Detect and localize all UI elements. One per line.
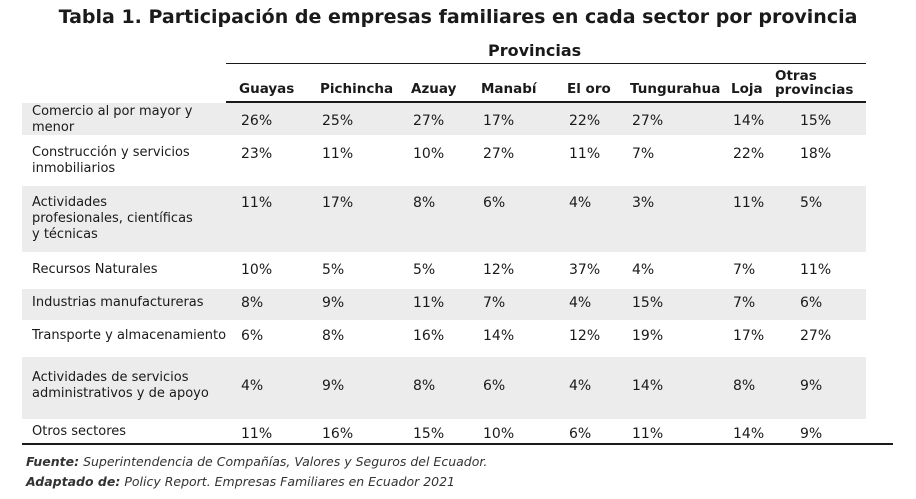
header-bottom-rule [226,101,866,103]
row-label: Transporte y almacenamiento [32,328,227,343]
table-cell: 3% [632,195,655,211]
table-cell: 4% [569,295,592,311]
row-label: Construcción y servicios inmobiliarios [32,145,190,176]
table-cell: 37% [569,262,601,278]
table-cell: 11% [322,146,354,162]
table-cell: 8% [413,378,436,394]
table-cell: 7% [733,295,756,311]
table-cell: 10% [413,146,445,162]
table-cell: 7% [483,295,506,311]
table-cell: 6% [241,328,264,344]
table-cell: 10% [241,262,273,278]
adapted-note: Adaptado de: Policy Report. Empresas Fam… [26,474,455,489]
table-cell: 4% [241,378,264,394]
table-cell: 10% [483,426,515,442]
table-cell: 6% [800,295,823,311]
table-cell: 25% [322,113,354,129]
column-header: Azuay [411,81,457,97]
table-cell: 6% [569,426,592,442]
table-cell: 4% [569,195,592,211]
table-cell: 9% [800,426,823,442]
table-cell: 8% [241,295,264,311]
column-header: Manabí [481,81,537,97]
table-cell: 11% [632,426,664,442]
table-cell: 11% [569,146,601,162]
row-label: Otros sectores [32,424,127,439]
table-bottom-rule [22,443,893,445]
table-cell: 17% [322,195,354,211]
column-group-header: Provincias [488,41,582,60]
row-label: Industrias manufactureras [32,295,204,310]
table-cell: 9% [800,378,823,394]
table-cell: 26% [241,113,273,129]
table-cell: 14% [733,113,765,129]
table-cell: 15% [800,113,832,129]
table-cell: 27% [800,328,832,344]
table-cell: 19% [632,328,664,344]
table-cell: 9% [322,378,345,394]
table-cell: 16% [413,328,445,344]
table-cell: 15% [632,295,664,311]
table-cell: 11% [241,195,273,211]
row-label: Actividades profesionales, científicas y… [32,195,193,242]
table-cell: 5% [413,262,436,278]
table-title: Tabla 1. Participación de empresas famil… [58,6,858,28]
column-header: Tungurahua [630,81,721,97]
row-label: Comercio al por mayor y menor [32,104,193,135]
table-cell: 8% [322,328,345,344]
table-cell: 5% [800,195,823,211]
table-cell: 15% [413,426,445,442]
row-label: Actividades de servicios administrativos… [32,370,209,401]
table-cell: 11% [800,262,832,278]
table-cell: 12% [483,262,515,278]
table-cell: 27% [413,113,445,129]
adapted-text: Policy Report. Empresas Familiares en Ec… [124,474,456,489]
source-label: Fuente: [26,454,80,469]
table-cell: 6% [483,378,506,394]
table-cell: 7% [632,146,655,162]
table-cell: 7% [733,262,756,278]
table-row: Otros sectores 11% 16% 15% 10% 6% 11% 14% 9% [22,421,866,443]
table-cell: 23% [241,146,273,162]
table-row: Actividades profesionales, científicas y… [22,186,866,252]
table-row: Recursos Naturales 10% 5% 5% 12% 37% 4% 7% 11% [22,254,866,287]
table-cell: 14% [483,328,515,344]
table-cell: 22% [569,113,601,129]
column-header: Otras provincias [775,68,854,98]
table-cell: 11% [733,195,765,211]
table-cell: 4% [632,262,655,278]
column-header: Guayas [239,81,295,97]
source-note: Fuente: Superintendencia de Compañías, V… [26,454,487,469]
table-cell: 27% [483,146,515,162]
table-cell: 9% [322,295,345,311]
table-cell: 5% [322,262,345,278]
table-row: Actividades de servicios administrativos… [22,357,866,419]
table-cell: 27% [632,113,664,129]
table-cell: 17% [733,328,765,344]
source-text: Superintendencia de Compañías, Valores y… [83,454,488,469]
table-row: Comercio al por mayor y menor 26% 25% 27% 17… [22,103,866,135]
table-cell: 14% [733,426,765,442]
table-row: Construcción y servicios inmobiliarios 23… [22,137,866,181]
column-header: El oro [567,81,611,97]
header-top-rule [226,63,866,64]
table-cell: 14% [632,378,664,394]
table-cell: 8% [413,195,436,211]
table-cell: 16% [322,426,354,442]
table-row: Transporte y almacenamiento 6% 8% 16% 14% 12%… [22,322,866,354]
table-cell: 11% [241,426,273,442]
column-header: Loja [731,81,763,97]
table-cell: 18% [800,146,832,162]
table-cell: 6% [483,195,506,211]
row-label: Recursos Naturales [32,262,158,277]
table-cell: 4% [569,378,592,394]
table-row: Industrias manufactureras 8% 9% 11% 7% 4% 15% 7… [22,289,866,320]
table-cell: 22% [733,146,765,162]
table-cell: 17% [483,113,515,129]
column-header: Pichincha [320,81,394,97]
table-cell: 8% [733,378,756,394]
table-cell: 12% [569,328,601,344]
table-cell: 11% [413,295,445,311]
adapted-label: Adaptado de: [26,474,121,489]
